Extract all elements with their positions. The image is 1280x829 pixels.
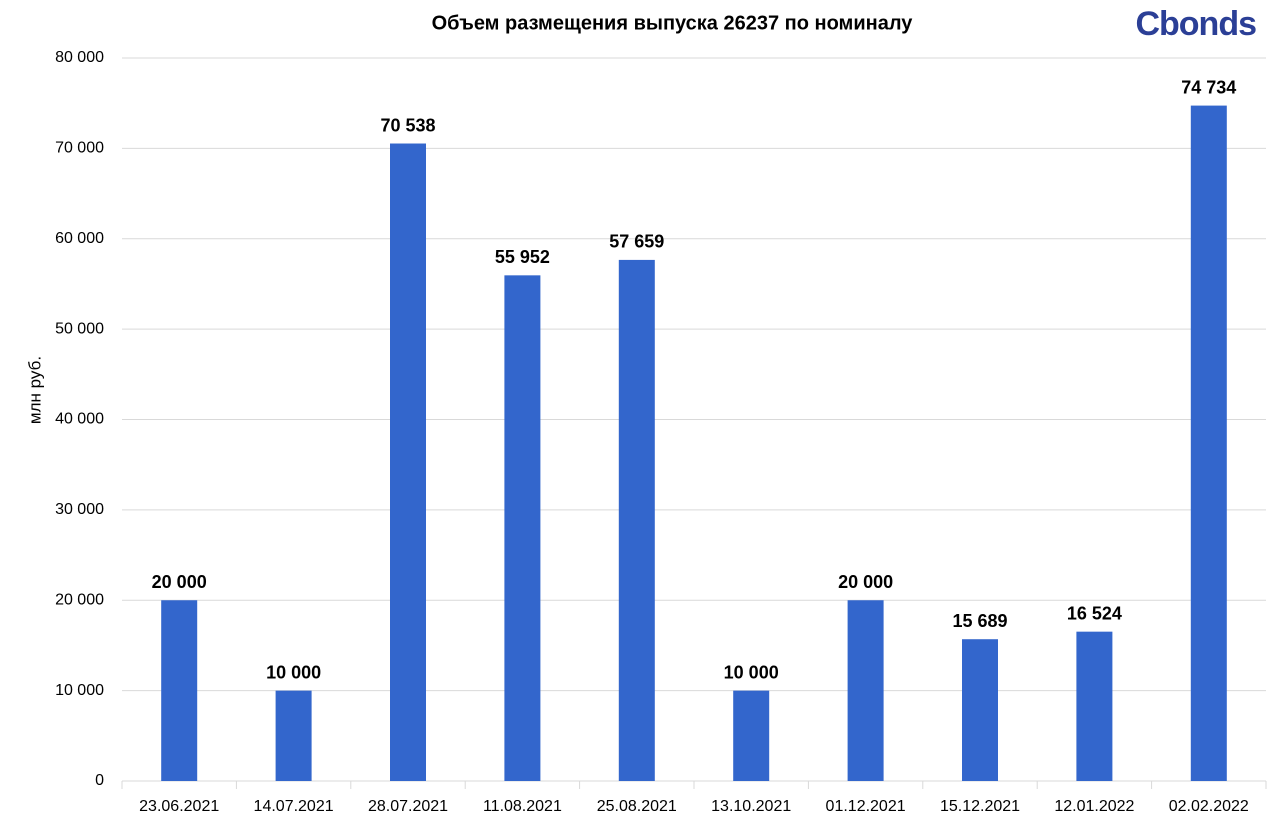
y-tick-label: 70 000 [55, 140, 104, 157]
value-label: 74 734 [1181, 77, 1236, 97]
y-tick-label: 10 000 [55, 682, 104, 699]
value-label: 70 538 [380, 115, 435, 135]
y-tick-label: 20 000 [55, 591, 104, 608]
x-tick-label: 25.08.2021 [597, 798, 677, 815]
value-label: 20 000 [152, 572, 207, 592]
y-tick-label: 0 [95, 772, 104, 789]
bar [390, 143, 426, 781]
x-tick-label: 12.01.2022 [1054, 798, 1134, 815]
bar [1190, 105, 1227, 781]
value-label: 16 524 [1067, 603, 1122, 623]
y-axis-label: млн руб. [25, 356, 44, 424]
x-tick-label: 01.12.2021 [826, 798, 906, 815]
value-label: 20 000 [838, 572, 893, 592]
value-label: 10 000 [724, 662, 779, 682]
y-tick-label: 60 000 [55, 230, 104, 247]
logo: Cbonds [1135, 5, 1256, 43]
bar [161, 600, 198, 781]
value-label: 15 689 [952, 611, 1007, 631]
x-tick-label: 02.02.2022 [1169, 798, 1249, 815]
bar [733, 690, 770, 781]
y-tick-label: 50 000 [55, 320, 104, 337]
bar [847, 600, 884, 781]
x-tick-label: 14.07.2021 [254, 798, 334, 815]
x-tick-label: 15.12.2021 [940, 798, 1020, 815]
value-label: 57 659 [609, 232, 664, 252]
x-tick-label: 28.07.2021 [368, 798, 448, 815]
y-tick-label: 80 000 [55, 49, 104, 66]
bar [275, 690, 312, 781]
bar [1076, 631, 1113, 781]
y-tick-label: 40 000 [55, 411, 104, 428]
chart-title: Объем размещения выпуска 26237 по номина… [432, 12, 914, 34]
x-tick-label: 11.08.2021 [483, 798, 562, 815]
y-tick-label: 30 000 [55, 501, 104, 518]
bar [618, 259, 655, 781]
value-label: 55 952 [495, 247, 550, 267]
bar [504, 275, 541, 781]
x-tick-label: 13.10.2021 [711, 798, 791, 815]
bar [962, 639, 998, 781]
value-label: 10 000 [266, 662, 321, 682]
x-tick-label: 23.06.2021 [139, 798, 219, 815]
